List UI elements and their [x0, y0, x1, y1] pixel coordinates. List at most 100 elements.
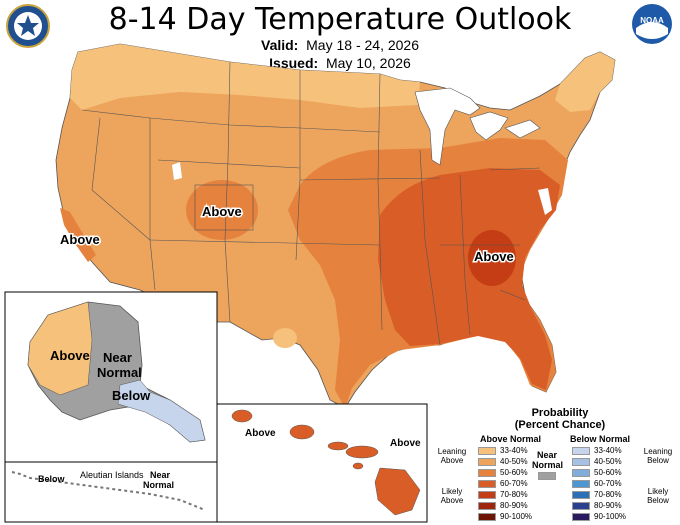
valid-line: Valid: May 18 - 24, 2026	[0, 37, 680, 53]
above-swatch	[478, 490, 496, 499]
aleutian-chain	[11, 471, 206, 511]
above-bin-label: 40-50%	[500, 457, 528, 466]
legend-leaning-above: Leaning Above	[432, 447, 472, 465]
label-above-california: Above	[60, 232, 100, 247]
below-bin-label: 40-50%	[594, 457, 622, 466]
below-swatch	[572, 490, 590, 499]
above-bin-label: 50-60%	[500, 468, 528, 477]
valid-label: Valid:	[261, 37, 299, 53]
legend-leaning-above-2: Above	[440, 456, 464, 465]
label-alaska-below: Below	[112, 388, 151, 403]
label-above-colorado: Above	[202, 204, 242, 219]
legend-leaning-below-2: Below	[647, 456, 669, 465]
noaa-logo-icon: NOAA	[632, 4, 672, 44]
above-swatch	[478, 468, 496, 477]
legend-title-1: Probability	[531, 407, 589, 419]
above-bin-label: 80-90%	[500, 501, 528, 510]
legend-near-label-2: Normal	[532, 460, 564, 470]
below-bin-label: 50-60%	[594, 468, 622, 477]
valid-value: May 18 - 24, 2026	[306, 37, 419, 53]
above-bin-6: 90-100%	[478, 512, 532, 521]
noaa-logo-text: NOAA	[640, 16, 664, 25]
below-bin-label: 90-100%	[594, 512, 627, 521]
below-bin-6: 90-100%	[572, 512, 626, 521]
below-bin-label: 33-40%	[594, 446, 622, 455]
great-salt-lake	[172, 162, 182, 180]
legend-near-label-1: Near	[536, 450, 557, 460]
above-swatch	[478, 457, 496, 466]
below-bin-3: 60-70%	[572, 479, 622, 488]
legend-likely-above-1: Likely	[441, 487, 463, 496]
legend-leaning-below: Leaning Below	[638, 447, 678, 465]
above-bin-label: 60-70%	[500, 479, 528, 488]
issued-value: May 10, 2026	[325, 55, 411, 71]
aleutian-inset	[4, 461, 218, 523]
above-bin-4: 70-80%	[478, 490, 528, 499]
southeast-60-70-band	[378, 168, 560, 390]
legend-likely-above-2: Above	[440, 496, 464, 505]
above-bin-1: 40-50%	[478, 457, 528, 466]
below-bin-2: 50-60%	[572, 468, 622, 477]
above-swatch	[478, 501, 496, 510]
label-aleutian-near-1: Near	[150, 470, 171, 480]
below-swatch	[572, 446, 590, 455]
label-hawaii-above-2: Above	[390, 438, 421, 449]
legend-above-header: Above Normal	[480, 434, 542, 444]
legend: Above Normal Below Normal Leaning Above …	[432, 434, 678, 524]
below-bin-1: 40-50%	[572, 457, 622, 466]
label-aleutian-below: Below	[38, 474, 66, 484]
below-bin-label: 80-90%	[594, 501, 622, 510]
above-bin-3: 60-70%	[478, 479, 528, 488]
below-swatch	[572, 512, 590, 521]
legend-likely-below-1: Likely	[647, 487, 669, 496]
issued-line: Issued: May 10, 2026	[0, 55, 680, 71]
above-bin-label: 70-80%	[500, 490, 528, 499]
california-above-patch	[60, 208, 96, 262]
above-swatch	[478, 479, 496, 488]
southeast-core-patch	[468, 230, 516, 286]
label-alaska-above: Above	[50, 348, 90, 363]
colorado-above-patch	[186, 180, 258, 240]
legend-near-normal: Near Normal	[532, 450, 564, 470]
map-title: 8-14 Day Temperature Outlook	[108, 2, 572, 37]
northeast-leaning-band	[555, 52, 615, 112]
doc-seal-icon	[6, 4, 50, 48]
colorado-border	[194, 184, 254, 231]
state-boundaries	[81, 61, 541, 346]
legend-title-2: (Percent Chance)	[514, 419, 606, 431]
legend-near-swatch	[538, 472, 556, 480]
above-bin-0: 33-40%	[478, 446, 528, 455]
alaska-below-region	[117, 379, 206, 443]
label-above-southeast: Above	[474, 249, 514, 264]
hawaii-islands	[231, 409, 421, 516]
above-bin-label: 33-40%	[500, 446, 528, 455]
below-swatch	[572, 457, 590, 466]
above-swatch	[478, 512, 496, 521]
legend-likely-below-2: Below	[647, 496, 669, 505]
alaska-above-region	[27, 301, 93, 396]
legend-likely-below: Likely Below	[638, 487, 678, 505]
legend-leaning-below-1: Leaning	[643, 447, 673, 456]
chesapeake-bay	[538, 188, 552, 215]
legend-below-header: Below Normal	[570, 434, 631, 444]
label-aleutian-islands: Aleutian Islands	[80, 470, 144, 480]
issued-label: Issued:	[269, 55, 319, 71]
label-hawaii-above-1: Above	[245, 428, 276, 439]
label-alaska-near-1: Near	[103, 350, 132, 365]
northern-leaning-band	[70, 44, 420, 110]
below-bin-label: 60-70%	[594, 479, 622, 488]
label-alaska-near-2: Normal	[97, 365, 142, 380]
nm-leaning-patch	[273, 328, 297, 348]
below-bin-0: 33-40%	[572, 446, 622, 455]
label-aleutian-near-2: Normal	[143, 480, 174, 490]
above-bin-label: 90-100%	[500, 512, 533, 521]
above-swatch	[478, 446, 496, 455]
below-bin-4: 70-80%	[572, 490, 622, 499]
above-bin-2: 50-60%	[478, 468, 528, 477]
below-bin-5: 80-90%	[572, 501, 622, 510]
above-bin-5: 80-90%	[478, 501, 528, 510]
legend-title: Probability (Percent Chance)	[470, 407, 650, 431]
below-swatch	[572, 468, 590, 477]
legend-likely-above: Likely Above	[432, 487, 472, 505]
